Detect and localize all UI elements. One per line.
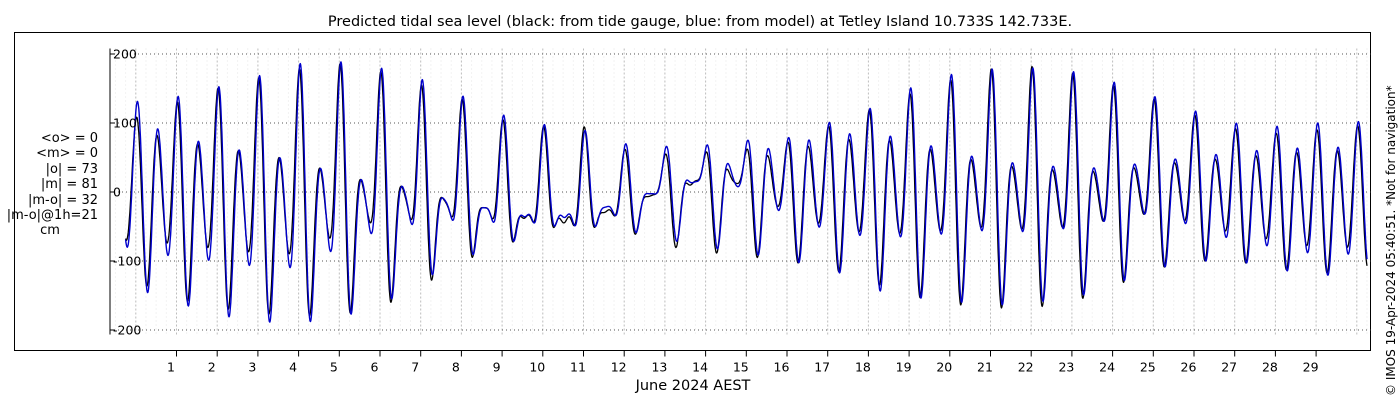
x-tick-label: 25 bbox=[1140, 360, 1156, 375]
y-tick-label: 0 bbox=[113, 185, 121, 200]
x-tick-label: 11 bbox=[570, 360, 586, 375]
x-axis-label: June 2024 AEST bbox=[635, 378, 751, 394]
stat-mean-model: <m> = 0 bbox=[36, 146, 98, 162]
plot-frame bbox=[14, 32, 1371, 351]
x-tick-label: 17 bbox=[814, 360, 830, 375]
x-tick-label: 29 bbox=[1303, 360, 1319, 375]
y-tick-label: 100 bbox=[113, 116, 137, 131]
x-tick-label: 9 bbox=[493, 360, 501, 375]
y-tick-label: -200 bbox=[113, 323, 141, 338]
stat-abs-model: |m| = 81 bbox=[40, 177, 98, 193]
copyright-notice: © IMOS 19-Apr-2024 05:40:51. *Not for na… bbox=[1384, 85, 1398, 396]
x-tick-label: 15 bbox=[733, 360, 749, 375]
y-tick-label: 200 bbox=[113, 47, 137, 62]
series-layer bbox=[124, 61, 1368, 323]
x-tick-label: 26 bbox=[1181, 360, 1197, 375]
x-tick-label: 3 bbox=[248, 360, 256, 375]
x-tick-label: 13 bbox=[651, 360, 667, 375]
y-tick-label: -100 bbox=[113, 254, 141, 269]
x-tick-label: 8 bbox=[452, 360, 460, 375]
x-tick-label: 19 bbox=[896, 360, 912, 375]
x-tick-label: 27 bbox=[1221, 360, 1237, 375]
stat-unit: cm bbox=[40, 223, 60, 239]
stat-abs-diff: |m-o| = 32 bbox=[27, 192, 98, 208]
x-tick-label: 14 bbox=[692, 360, 708, 375]
x-tick-label: 7 bbox=[411, 360, 419, 375]
x-tick-label: 20 bbox=[936, 360, 952, 375]
stat-abs-observed: |o| = 73 bbox=[45, 161, 98, 177]
x-tick-label: 23 bbox=[1058, 360, 1074, 375]
x-tick-label: 1 bbox=[167, 360, 175, 375]
stat-abs-diff-1h: |m-o|@1h=21 bbox=[6, 208, 98, 224]
stat-mean-observed: <o> = 0 bbox=[40, 131, 98, 146]
x-tick-label: 2 bbox=[208, 360, 216, 375]
x-tick-label: 4 bbox=[289, 360, 297, 375]
x-tick-label: 24 bbox=[1099, 360, 1115, 375]
x-tick-label: 22 bbox=[1018, 360, 1034, 375]
x-tick-label: 12 bbox=[611, 360, 627, 375]
x-tick-label: 5 bbox=[330, 360, 338, 375]
x-tick-label: 10 bbox=[529, 360, 545, 375]
series-line-tide-gauge bbox=[124, 63, 1368, 317]
copyright-text: © IMOS 19-Apr-2024 05:40:51. *Not for na… bbox=[1384, 85, 1398, 396]
x-tick-label: 16 bbox=[774, 360, 790, 375]
x-tick-label: 21 bbox=[977, 360, 993, 375]
statistics-panel: <o> = 0 <m> = 0 |o| = 73 |m| = 81 |m-o| … bbox=[2, 131, 98, 239]
x-tick-label: 6 bbox=[371, 360, 379, 375]
series-line-model bbox=[124, 61, 1368, 323]
grid-lines bbox=[110, 48, 1371, 335]
x-tick-label: 18 bbox=[855, 360, 871, 375]
chart-title: Predicted tidal sea level (black: from t… bbox=[328, 14, 1072, 30]
x-tick-label: 28 bbox=[1262, 360, 1278, 375]
